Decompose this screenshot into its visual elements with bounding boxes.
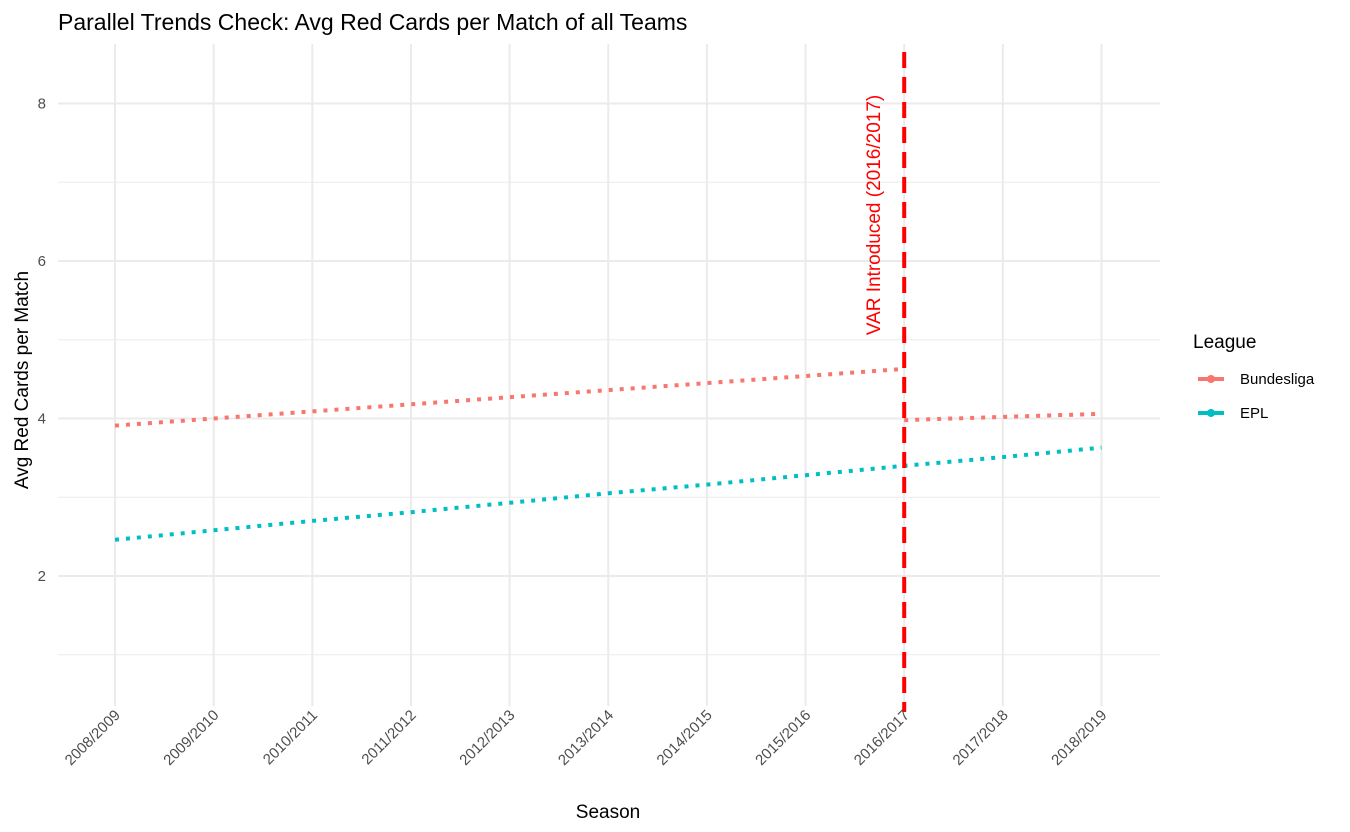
grid — [58, 44, 1160, 706]
annotations: VAR Introduced (2016/2017) — [864, 52, 907, 712]
y-tick-label: 8 — [38, 96, 46, 113]
legend-item-epl: EPL — [1198, 405, 1268, 422]
x-tick-label: 2018/2019 — [1048, 707, 1110, 769]
x-axis-title: Season — [576, 802, 640, 823]
x-tick-label: 2012/2013 — [456, 707, 518, 769]
legend-key-point — [1207, 409, 1215, 417]
y-tick-label: 4 — [38, 411, 46, 428]
x-tick-label: 2011/2012 — [358, 707, 419, 768]
x-tick-label: 2015/2016 — [752, 707, 814, 769]
plot-series — [114, 366, 1102, 542]
x-tick-label: 2009/2010 — [160, 707, 222, 769]
y-tick-label: 6 — [38, 253, 46, 270]
chart-title: Parallel Trends Check: Avg Red Cards per… — [58, 9, 687, 35]
var-introduced-label: VAR Introduced (2016/2017) — [864, 95, 885, 335]
legend-title: League — [1193, 332, 1256, 353]
series-line-epl — [114, 445, 1102, 542]
x-axis: 2008/2009 2009/2010 2010/2011 2011/2012 2012… — [62, 707, 1111, 769]
x-tick-label: 2010/2011 — [260, 707, 321, 768]
legend: League Bundesliga EPL — [1193, 332, 1315, 422]
legend-label: EPL — [1240, 405, 1268, 422]
legend-key-point — [1207, 375, 1215, 383]
y-axis: 2 4 6 8 — [38, 96, 46, 586]
x-tick-label: 2017/2018 — [950, 707, 1012, 769]
legend-label: Bundesliga — [1240, 371, 1315, 388]
y-tick-label: 2 — [38, 568, 46, 585]
x-tick-label: 2014/2015 — [654, 707, 716, 769]
x-tick-label: 2013/2014 — [555, 707, 617, 769]
x-tick-label: 2008/2009 — [62, 707, 124, 769]
y-axis-title: Avg Red Cards per Match — [12, 271, 33, 489]
legend-item-bundesliga: Bundesliga — [1198, 371, 1315, 388]
x-tick-label: 2016/2017 — [851, 707, 913, 769]
